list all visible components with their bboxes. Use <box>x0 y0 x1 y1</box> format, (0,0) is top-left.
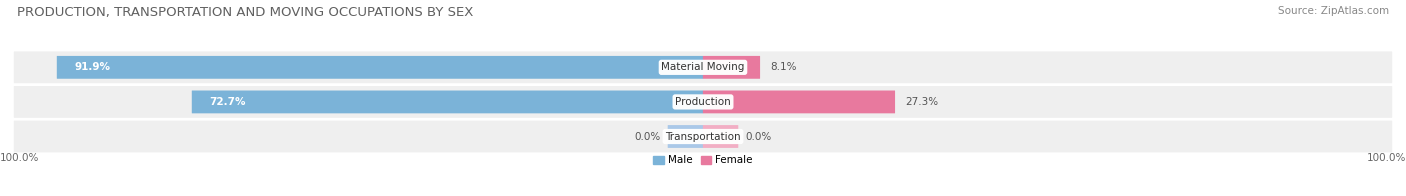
FancyBboxPatch shape <box>703 56 761 79</box>
FancyBboxPatch shape <box>191 91 703 113</box>
Text: 91.9%: 91.9% <box>75 62 111 72</box>
Text: Material Moving: Material Moving <box>661 62 745 72</box>
Text: Transportation: Transportation <box>665 132 741 142</box>
Text: 8.1%: 8.1% <box>770 62 797 72</box>
Text: 72.7%: 72.7% <box>209 97 246 107</box>
FancyBboxPatch shape <box>14 86 1392 118</box>
FancyBboxPatch shape <box>703 125 738 148</box>
Legend: Male, Female: Male, Female <box>650 151 756 170</box>
Text: 0.0%: 0.0% <box>634 132 661 142</box>
FancyBboxPatch shape <box>14 121 1392 152</box>
Text: Source: ZipAtlas.com: Source: ZipAtlas.com <box>1278 6 1389 16</box>
Text: 100.0%: 100.0% <box>0 153 39 163</box>
FancyBboxPatch shape <box>703 91 896 113</box>
Text: Production: Production <box>675 97 731 107</box>
FancyBboxPatch shape <box>14 51 1392 83</box>
Text: 27.3%: 27.3% <box>905 97 939 107</box>
Text: PRODUCTION, TRANSPORTATION AND MOVING OCCUPATIONS BY SEX: PRODUCTION, TRANSPORTATION AND MOVING OC… <box>17 6 474 19</box>
FancyBboxPatch shape <box>668 125 703 148</box>
Text: 100.0%: 100.0% <box>1367 153 1406 163</box>
Text: 0.0%: 0.0% <box>745 132 772 142</box>
FancyBboxPatch shape <box>56 56 703 79</box>
